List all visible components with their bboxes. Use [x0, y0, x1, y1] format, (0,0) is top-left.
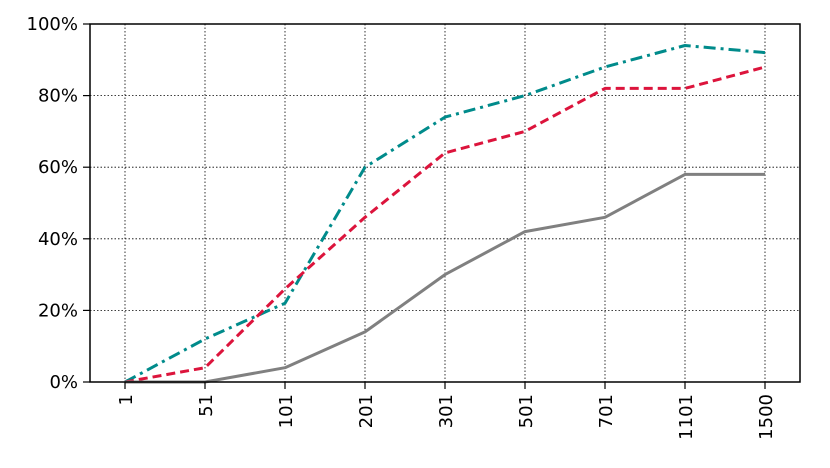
y-tick-label: 20%: [38, 300, 78, 321]
grid: [90, 24, 800, 382]
x-tick-label: 101: [276, 394, 297, 428]
series-line-dashdot: [124, 44, 766, 384]
y-axis-tick-labels: 0% 20% 40% 60% 80% 100%: [27, 14, 78, 393]
x-tick-label: 201: [356, 394, 377, 428]
x-tick-label: 301: [436, 394, 457, 428]
y-tick-label: 100%: [27, 14, 78, 35]
x-tick-label: 501: [516, 394, 537, 428]
x-tick-label: 701: [596, 394, 617, 428]
series-line-solid: [125, 172, 765, 384]
y-tick-label: 40%: [38, 229, 78, 250]
y-tick-label: 0%: [49, 372, 78, 393]
x-tick-label: 51: [196, 394, 217, 417]
x-tick-label: 1500: [756, 394, 777, 440]
series-lines: [124, 44, 766, 384]
x-tick-label: 1101: [676, 394, 697, 440]
series-line-dashed: [124, 65, 766, 384]
x-tick-label: 1: [116, 394, 137, 405]
y-tick-label: 60%: [38, 157, 78, 178]
y-tick-label: 80%: [38, 86, 78, 107]
x-axis-tick-labels: 1 51 101 201 301 501 701 1101 1500: [116, 394, 777, 440]
axis-ticks: [83, 23, 766, 389]
